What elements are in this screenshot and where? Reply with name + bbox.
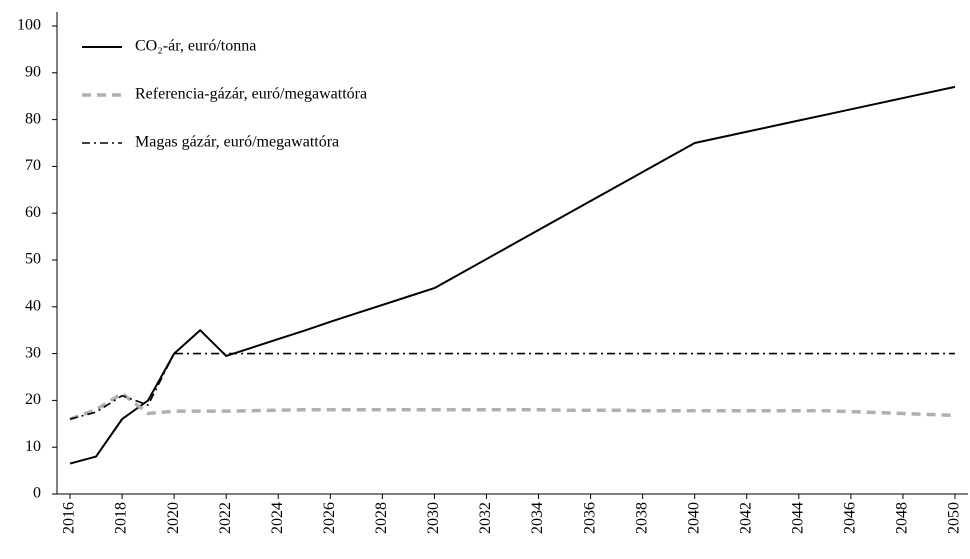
x-tick-label: 2026	[321, 502, 338, 534]
x-tick-label: 2028	[373, 502, 390, 534]
y-tick-label: 90	[25, 63, 41, 80]
x-tick-label: 2016	[61, 502, 78, 534]
x-tick-label: 2042	[737, 502, 754, 534]
y-tick-label: 10	[25, 438, 41, 455]
y-tick-label: 100	[17, 17, 41, 34]
x-tick-label: 2040	[685, 502, 702, 534]
y-tick-label: 0	[33, 485, 41, 502]
y-tick-label: 20	[25, 391, 41, 408]
x-tick-label: 2046	[842, 502, 859, 534]
x-tick-label: 2036	[581, 502, 598, 534]
x-tick-label: 2050	[946, 502, 963, 534]
series-line	[69, 352, 955, 420]
x-tick-label: 2034	[529, 502, 546, 534]
x-tick-label: 2038	[633, 502, 650, 534]
legend-label: Magas gázár, euró/megawattóra	[135, 134, 339, 151]
x-tick-label: 2020	[165, 502, 182, 534]
x-tick-label: 2048	[894, 502, 911, 534]
y-tick-label: 60	[25, 204, 41, 221]
y-tick-label: 50	[25, 251, 41, 268]
x-tick-label: 2032	[477, 502, 494, 534]
series-line	[69, 391, 956, 421]
series-line	[69, 85, 956, 465]
x-tick-label: 2022	[217, 502, 234, 534]
x-tick-label: 2024	[269, 502, 286, 534]
y-tick-label: 70	[25, 157, 41, 174]
legend-label: Referencia-gázár, euró/megawattóra	[135, 86, 367, 103]
x-tick-label: 2018	[113, 502, 130, 534]
y-tick-label: 30	[25, 344, 41, 361]
legend-label: CO₂-ár, euró/tonna	[135, 38, 256, 55]
y-tick-label: 80	[25, 110, 41, 127]
y-tick-label: 40	[25, 297, 41, 314]
x-tick-label: 2044	[789, 502, 806, 534]
x-tick-label: 2030	[425, 502, 442, 534]
